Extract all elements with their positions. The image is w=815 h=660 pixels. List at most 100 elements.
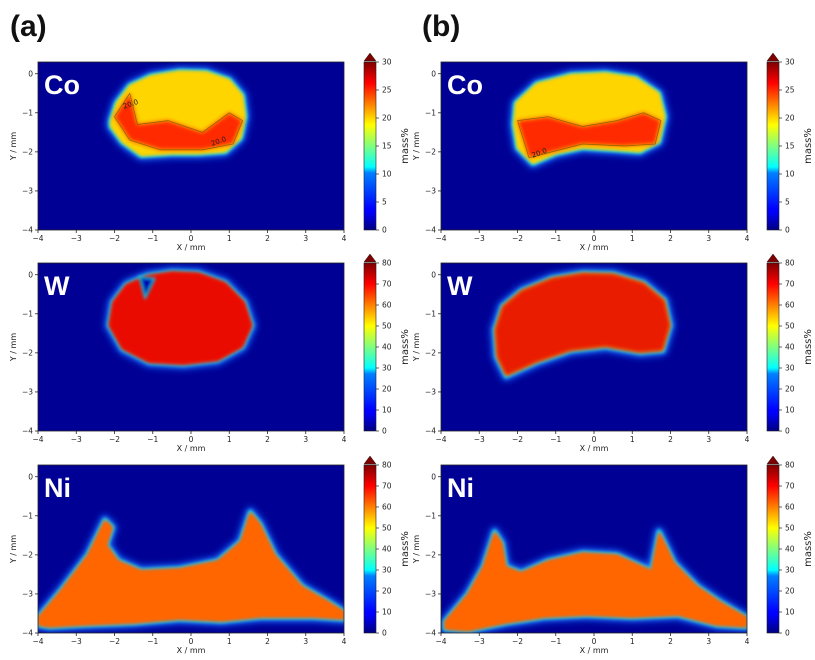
xtick-label-co-b-1: −3 <box>474 234 485 243</box>
plot-w-a: W−4 −3 −2 −1 0 1 2 3 40−1−2−3−4X / mmY / mm01020… <box>9 253 411 453</box>
colorbar-tick-label-co-a-3: 15 <box>382 142 392 151</box>
xtick-label-co-b-4: 0 <box>592 234 597 243</box>
colorbar-tick-label-co-a-4: 20 <box>382 114 392 123</box>
ytick-label-w-a-0: 0 <box>28 270 33 279</box>
colorbar-ni-a <box>363 464 377 634</box>
xtick-label-w-b-0: −4 <box>435 435 446 444</box>
ytick-label-w-a-3: −3 <box>22 388 33 397</box>
ytick-label-co-a-2: −2 <box>22 147 33 156</box>
xtick-label-w-b-2: −2 <box>512 435 523 444</box>
xtick-label-ni-a-3: −1 <box>147 637 158 646</box>
xtick-label-ni-a-2: −2 <box>109 637 120 646</box>
plot-ni-a: Ni−4 −3 −2 −1 0 1 2 3 40−1−2−3−4X / mmY / mm0102… <box>9 455 411 655</box>
xtick-label-ni-b-1: −3 <box>474 637 485 646</box>
colorbar-tick-label-ni-a-7: 70 <box>382 482 392 491</box>
ytick-label-w-b-3: −3 <box>425 388 436 397</box>
colorbar-tick-label-w-a-5: 50 <box>382 322 392 331</box>
colorbar-tick-label-co-b-6: 30 <box>785 58 795 67</box>
ytick-label-ni-b-2: −2 <box>425 550 436 559</box>
xtick-label-ni-b-8: 4 <box>745 637 750 646</box>
xtick-label-ni-b-0: −4 <box>435 637 446 646</box>
colorbar-tick-label-ni-b-0: 0 <box>785 629 790 638</box>
xtick-label-w-b-7: 3 <box>706 435 711 444</box>
colorbar-tick-label-co-b-5: 25 <box>785 86 795 95</box>
colorbar-tick-label-ni-b-2: 20 <box>785 587 795 596</box>
colorbar-tick-label-w-a-3: 30 <box>382 364 392 373</box>
ytick-label-w-b-2: −2 <box>425 348 436 357</box>
ytick-label-co-b-3: −3 <box>425 187 436 196</box>
colorbar-extend-arrow-w-a <box>363 253 377 263</box>
ytick-label-co-b-0: 0 <box>431 69 436 78</box>
xtick-label-co-a-8: 4 <box>342 234 347 243</box>
ytick-label-w-b-1: −1 <box>425 309 436 318</box>
colorbar-tick-label-w-b-6: 60 <box>785 301 795 310</box>
colorbar-tick-label-co-b-2: 10 <box>785 170 795 179</box>
colorbar-tick-label-ni-a-8: 80 <box>382 461 392 470</box>
ytick-label-co-a-4: −4 <box>22 226 33 235</box>
panel-label-a: (a) <box>10 10 47 43</box>
colorbar-tick-label-w-a-2: 20 <box>382 385 392 394</box>
xtick-label-w-a-6: 2 <box>265 435 270 444</box>
panel-label-b: (b) <box>422 10 460 43</box>
colorbar-tick-label-ni-b-1: 10 <box>785 608 795 617</box>
xaxis-label-ni-a: X / mm <box>177 646 206 655</box>
colorbar-tick-label-ni-a-4: 40 <box>382 545 392 554</box>
colorbar-tick-label-w-a-8: 80 <box>382 259 392 268</box>
xtick-label-co-a-4: 0 <box>189 234 194 243</box>
xtick-label-co-a-2: −2 <box>109 234 120 243</box>
xtick-label-co-b-0: −4 <box>435 234 446 243</box>
xtick-label-ni-b-6: 2 <box>668 637 673 646</box>
xtick-label-w-a-7: 3 <box>303 435 308 444</box>
colorbar-tick-label-w-b-5: 50 <box>785 322 795 331</box>
colorbar-tick-label-ni-a-2: 20 <box>382 587 392 596</box>
xtick-label-ni-a-0: −4 <box>32 637 43 646</box>
ytick-label-ni-a-4: −4 <box>22 629 33 638</box>
colorbar-w-b <box>766 262 780 432</box>
ytick-label-ni-a-0: 0 <box>28 472 33 481</box>
ytick-label-w-a-1: −1 <box>22 309 33 318</box>
xtick-label-ni-a-7: 3 <box>303 637 308 646</box>
plot-w-b: W−4 −3 −2 −1 0 1 2 3 40−1−2−3−4X / mmY / mm01020… <box>412 253 814 453</box>
xtick-label-ni-a-4: 0 <box>189 637 194 646</box>
colorbar-label-ni-b: mass% <box>803 531 814 567</box>
ytick-label-ni-a-3: −3 <box>22 590 33 599</box>
xtick-label-ni-b-5: 1 <box>630 637 635 646</box>
colorbar-tick-label-co-a-0: 0 <box>382 226 387 235</box>
xtick-label-w-b-3: −1 <box>550 435 561 444</box>
yaxis-label-ni-b: Y / mm <box>412 535 421 564</box>
colorbar-tick-label-ni-b-5: 50 <box>785 524 795 533</box>
xtick-label-w-b-6: 2 <box>668 435 673 444</box>
xtick-label-w-a-1: −3 <box>71 435 82 444</box>
element-label-co-a: Co <box>44 70 80 100</box>
contour-line-co-b <box>517 112 662 159</box>
colorbar-w-a <box>363 262 377 432</box>
yaxis-label-co-a: Y / mm <box>9 132 18 161</box>
xtick-label-ni-b-4: 0 <box>592 637 597 646</box>
yaxis-label-ni-a: Y / mm <box>9 535 18 564</box>
colorbar-tick-label-ni-b-3: 30 <box>785 566 795 575</box>
ytick-label-ni-b-1: −1 <box>425 511 436 520</box>
element-label-ni-a: Ni <box>44 473 71 503</box>
xtick-label-co-b-8: 4 <box>745 234 750 243</box>
colorbar-tick-label-w-a-0: 0 <box>382 427 387 436</box>
colorbar-extend-arrow-w-b <box>766 253 780 263</box>
colorbar-tick-label-ni-a-5: 50 <box>382 524 392 533</box>
xtick-label-w-a-3: −1 <box>147 435 158 444</box>
xtick-label-w-b-4: 0 <box>592 435 597 444</box>
plot-co-a: 20.020.0Co−4 −3 −2 −1 0 1 2 3 40−1−2−3−4X / mmY … <box>9 52 411 252</box>
colorbar-tick-label-w-a-7: 70 <box>382 280 392 289</box>
colorbar-extend-arrow-ni-b <box>766 455 780 465</box>
colorbar-tick-label-ni-b-4: 40 <box>785 545 795 554</box>
colorbar-tick-label-w-b-2: 20 <box>785 385 795 394</box>
xtick-label-ni-b-7: 3 <box>706 637 711 646</box>
colorbar-tick-label-co-b-3: 15 <box>785 142 795 151</box>
xtick-label-w-a-4: 0 <box>189 435 194 444</box>
xtick-label-ni-a-6: 2 <box>265 637 270 646</box>
xtick-label-co-b-5: 1 <box>630 234 635 243</box>
xtick-label-w-a-5: 1 <box>227 435 232 444</box>
colorbar-tick-label-co-a-5: 25 <box>382 86 392 95</box>
xtick-label-ni-a-5: 1 <box>227 637 232 646</box>
xtick-label-w-b-1: −3 <box>474 435 485 444</box>
colorbar-tick-label-co-b-1: 5 <box>785 198 790 207</box>
colorbar-tick-label-w-b-1: 10 <box>785 406 795 415</box>
